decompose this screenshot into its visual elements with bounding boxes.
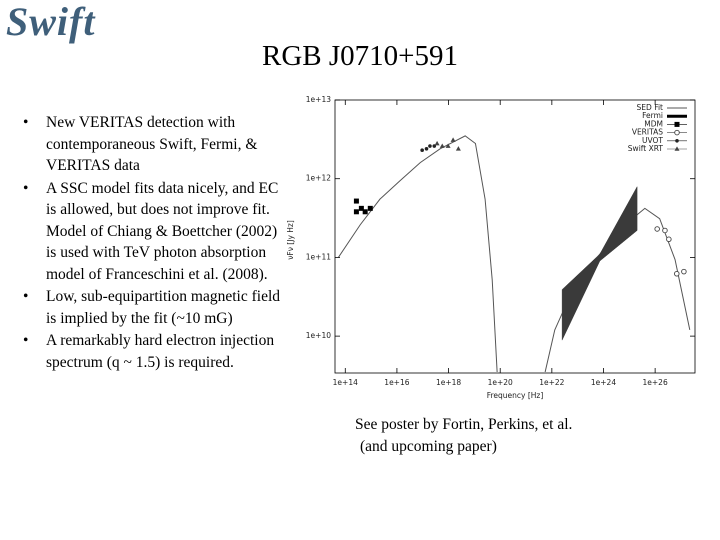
caption-line: (and upcoming paper) [360,438,497,455]
data-point [455,146,461,151]
y-tick-label: 1e+13 [306,95,331,104]
data-point [358,205,364,211]
caption-line: See poster by Fortin, Perkins, et al. [355,416,573,433]
fit-line [337,135,498,373]
data-point [420,148,424,153]
caption: See poster by Fortin, Perkins, et al. (a… [355,414,572,458]
legend-label: Fermi [642,111,663,120]
x-tick-label: 1e+26 [643,378,668,387]
bullet: A SSC model fits data nicely, and EC is … [20,178,285,286]
legend-label: Swift XRT [628,144,664,153]
bullet: New VERITAS detection with contemporaneo… [20,112,285,177]
slide-title: RGB J0710+591 [261,40,459,72]
legend-marker [674,121,680,127]
x-axis-label: Frequency [Hz] [487,391,544,400]
x-tick-label: 1e+16 [384,378,409,387]
data-point [367,205,373,211]
x-tick-label: 1e+24 [591,378,616,387]
legend-label: SED Fit [637,103,664,112]
y-tick-label: 1e+10 [306,331,331,340]
logo: Swift [6,0,96,44]
legend-label: VERITAS [632,128,663,137]
fermi-band [561,186,638,341]
data-point [428,144,432,148]
data-point [674,271,680,277]
legend-label: MDM [644,119,663,128]
data-point [362,209,368,215]
data-point [434,140,440,146]
bullet: Low, sub-equipartition magnetic field is… [20,286,285,329]
data-point [353,198,359,204]
bullet-list: New VERITAS detection with contemporaneo… [20,112,285,374]
data-point [424,146,429,151]
x-tick-label: 1e+22 [539,378,564,387]
bullet: A remarkably hard electron injection spe… [20,330,285,373]
data-point [450,137,456,142]
plot-frame [334,99,696,374]
legend-label: UVOT [642,136,663,145]
x-tick-label: 1e+14 [333,378,358,387]
data-point [681,268,687,275]
data-point [666,236,672,243]
data-point [662,227,668,234]
y-tick-label: 1e+12 [306,174,331,183]
x-tick-label: 1e+20 [488,378,513,387]
legend-marker [675,139,679,143]
y-tick-label: 1e+11 [306,252,331,261]
data-point [353,209,359,215]
x-tick-label: 1e+18 [436,378,461,387]
data-point [439,143,445,148]
legend-marker [674,146,680,151]
legend-marker [674,129,680,136]
y-axis-label: νFν [Jy Hz] [286,220,295,260]
data-point [654,226,660,232]
plot-area [337,135,691,373]
data-point [445,143,451,148]
